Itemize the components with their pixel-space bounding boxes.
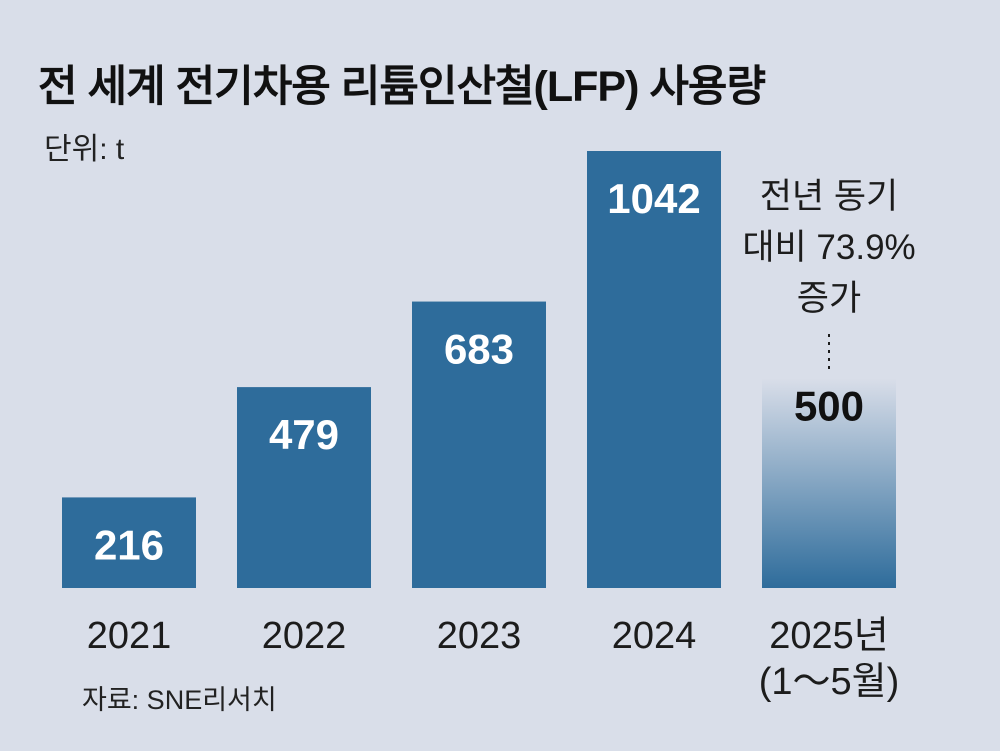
bar-3 — [587, 151, 721, 588]
annotation-line-0: 전년 동기 — [760, 177, 899, 216]
unit-label: 단위: t — [44, 133, 125, 166]
x-label-3: 2024 — [612, 615, 697, 657]
x-label-2: 2023 — [437, 615, 522, 657]
data-label-3: 1042 — [607, 175, 700, 222]
bar-4 — [762, 378, 896, 588]
x-label-4-line-1: (1～5월) — [759, 661, 900, 703]
data-label-1: 479 — [269, 411, 339, 458]
bar-0 — [62, 497, 196, 588]
source-label: 자료: SNE리서치 — [82, 685, 277, 715]
data-label-4: 500 — [794, 382, 864, 429]
bar-1 — [237, 387, 371, 588]
annotation-line-1: 대비 73.9% — [742, 228, 915, 267]
x-label-1: 2022 — [262, 615, 347, 657]
data-label-0: 216 — [94, 521, 164, 568]
x-label-0: 2021 — [87, 615, 172, 657]
x-label-4-line-0: 2025년 — [769, 615, 889, 657]
data-label-2: 683 — [444, 326, 514, 373]
bar-2 — [412, 301, 546, 588]
chart-title: 전 세계 전기차용 리튬인산철(LFP) 사용량 — [38, 63, 766, 111]
annotation-line-2: 증가 — [797, 279, 861, 318]
